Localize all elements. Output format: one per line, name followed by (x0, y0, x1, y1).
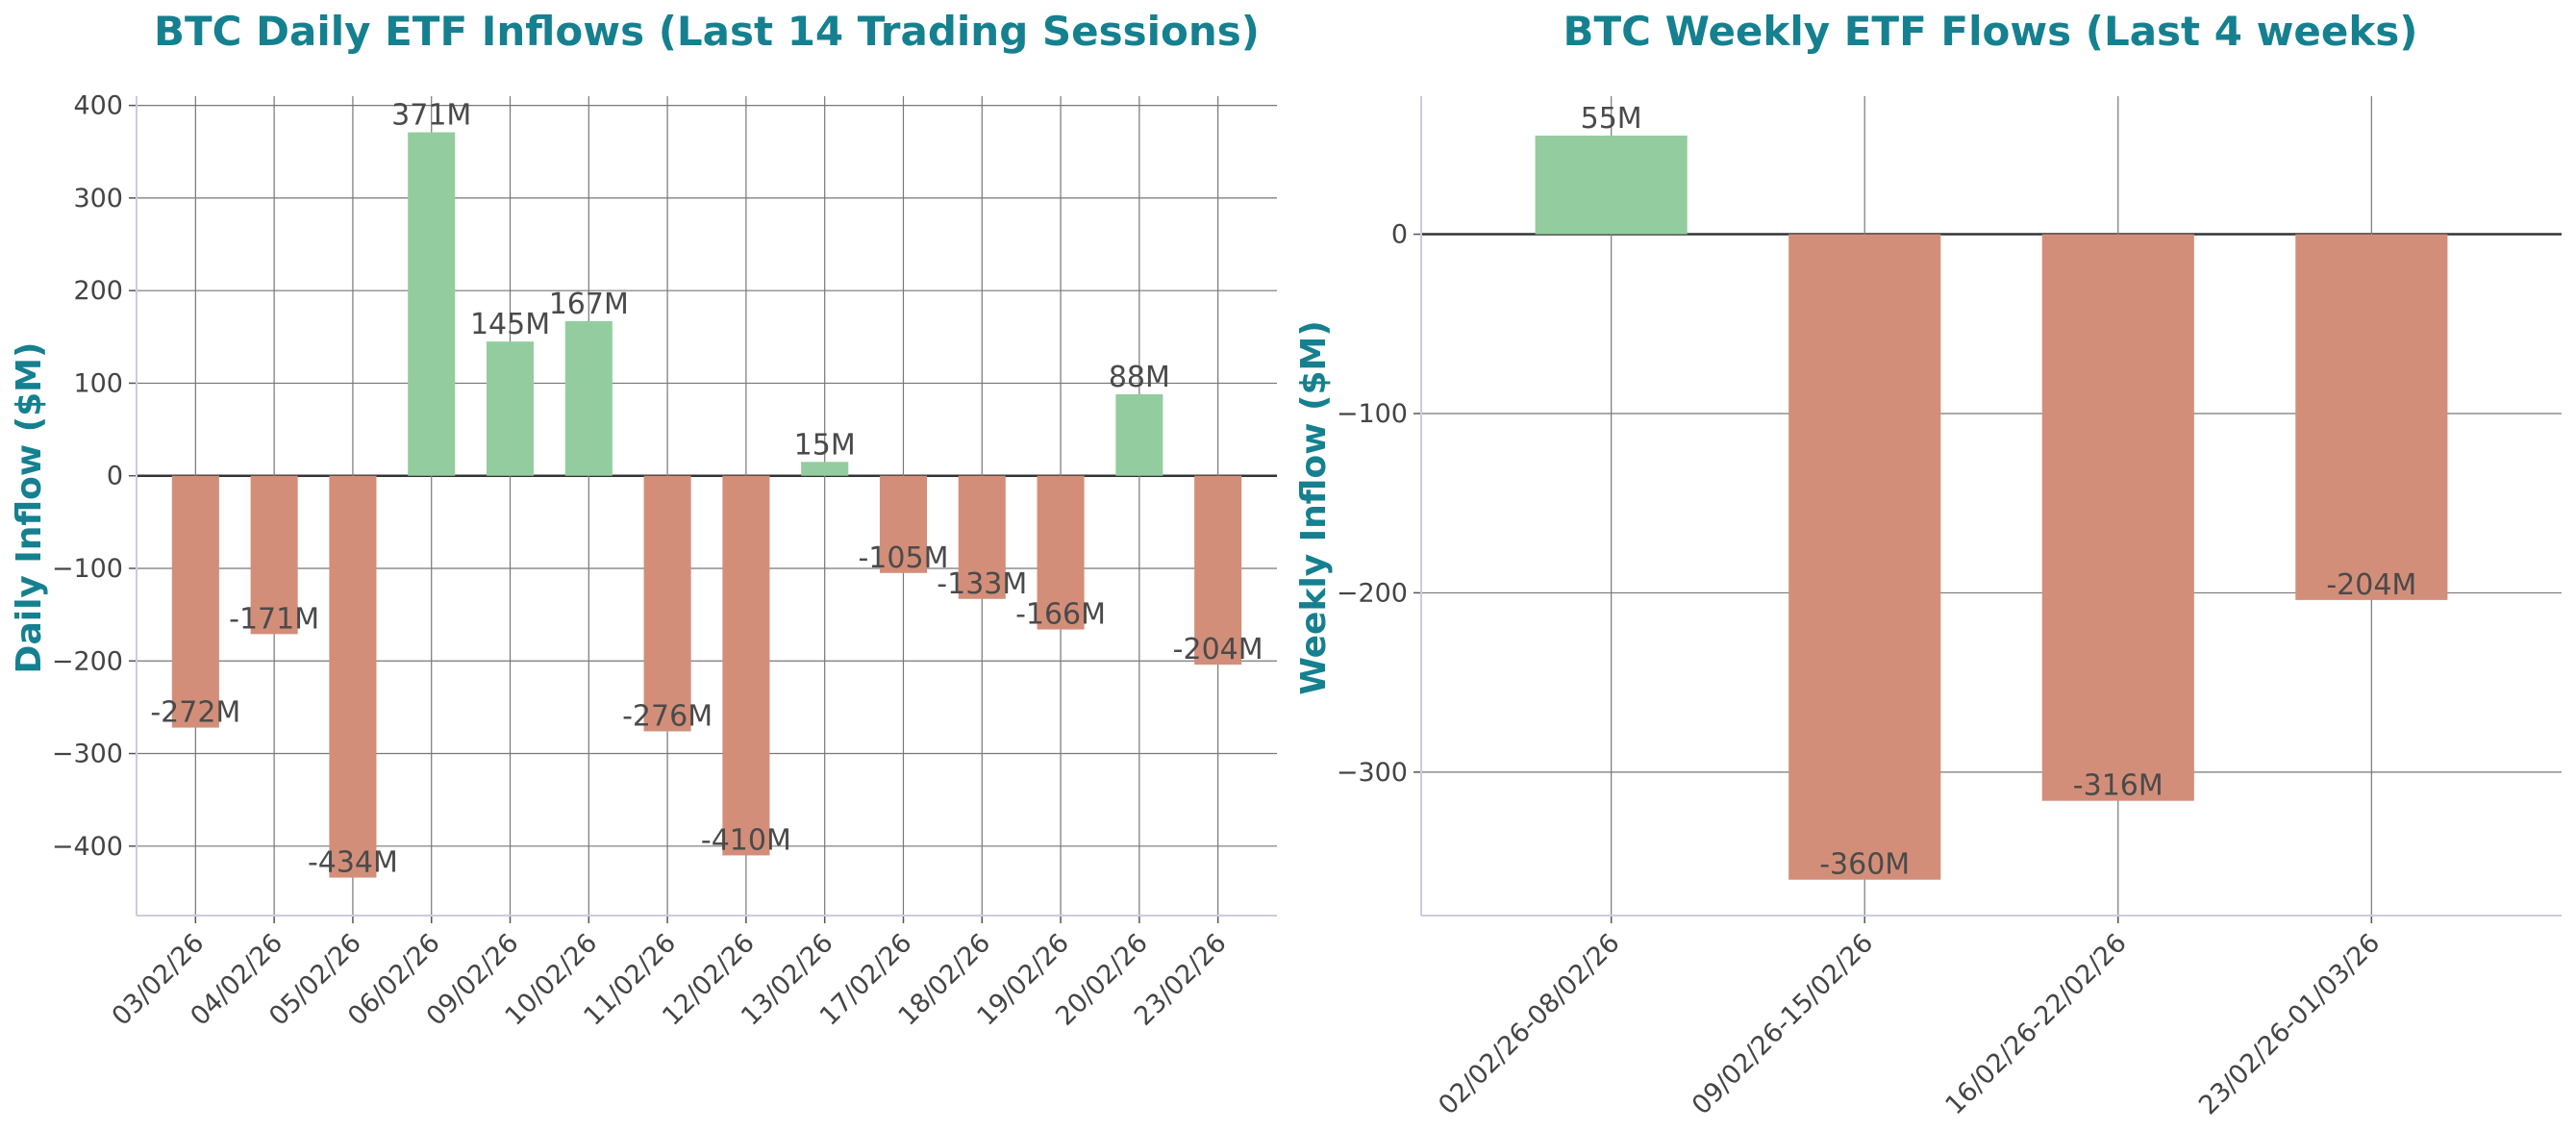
weekly-ytick-label: −300 (1337, 758, 1408, 788)
weekly-data-label: -360M (1819, 848, 1910, 882)
daily-ytick-label: 100 (73, 368, 123, 398)
daily-data-label: -410M (701, 823, 791, 857)
daily-bar-23/02/26 (1194, 475, 1242, 666)
daily-data-label: -105M (858, 541, 948, 575)
daily-data-label: 15M (794, 428, 856, 462)
weekly-ytick-label: −200 (1337, 578, 1408, 608)
daily-bar-12/02/26 (722, 475, 770, 856)
weekly-bar-16/02/26-22/02/26 (2041, 234, 2194, 801)
daily-data-label: 371M (391, 99, 471, 133)
daily-ytick-label: 400 (73, 91, 123, 121)
weekly-flows-chart: BTC Weekly ETF Flows (Last 4 weeks) Week… (1294, 8, 2562, 1120)
daily-ytick-label: −200 (52, 646, 123, 676)
daily-data-label: -166M (1015, 598, 1106, 632)
weekly-chart-ylabel: Weekly Inflow ($M) (1294, 320, 1334, 695)
daily-ytick-label: 0 (107, 462, 123, 491)
daily-ytick-label: 300 (73, 184, 123, 214)
daily-bar-11/02/26 (643, 475, 691, 732)
daily-data-label: 88M (1109, 361, 1170, 394)
weekly-data-label: -204M (2326, 568, 2416, 602)
daily-bar-03/02/26 (171, 475, 219, 728)
weekly-xtick-label: 02/02/26-08/02/26 (1433, 928, 1625, 1120)
weekly-bar-23/02/26-01/03/26 (2295, 234, 2448, 600)
daily-ytick-label: −400 (52, 832, 123, 862)
weekly-bar-02/02/26-08/02/26 (1535, 136, 1688, 235)
daily-bar-06/02/26 (408, 132, 456, 476)
daily-bar-20/02/26 (1115, 393, 1163, 476)
daily-data-label: -272M (150, 696, 240, 730)
daily-bar-04/02/26 (250, 475, 298, 635)
daily-bar-10/02/26 (564, 320, 613, 476)
daily-ytick-label: 200 (73, 276, 123, 306)
daily-data-label: -204M (1173, 633, 1263, 666)
daily-data-label: -171M (229, 602, 319, 636)
daily-data-label: -276M (622, 699, 713, 733)
daily-chart-ylabel: Daily Inflow ($M) (10, 342, 49, 674)
daily-data-label: 167M (549, 288, 629, 321)
daily-bar-18/02/26 (958, 475, 1006, 599)
weekly-data-label: 55M (1581, 102, 1642, 136)
daily-ytick-label: −100 (52, 554, 123, 584)
daily-data-label: -133M (937, 567, 1027, 601)
daily-bar-09/02/26 (486, 341, 535, 476)
daily-data-label: 145M (470, 308, 550, 341)
daily-bar-05/02/26 (329, 475, 377, 878)
daily-bar-17/02/26 (879, 475, 928, 573)
weekly-bar-09/02/26-15/02/26 (1788, 234, 1941, 880)
daily-ytick-label: −300 (52, 740, 123, 769)
weekly-ytick-label: 0 (1391, 220, 1408, 250)
weekly-ytick-label: −100 (1337, 399, 1408, 429)
weekly-chart-title: BTC Weekly ETF Flows (Last 4 weeks) (1563, 8, 2418, 55)
weekly-data-label: -316M (2073, 769, 2163, 803)
weekly-xtick-label: 23/02/26-01/03/26 (2193, 928, 2386, 1120)
daily-bar-19/02/26 (1037, 475, 1085, 630)
daily-data-label: -434M (308, 846, 398, 880)
daily-chart-title: BTC Daily ETF Inflows (Last 14 Trading S… (154, 8, 1260, 55)
daily-inflows-chart: BTC Daily ETF Inflows (Last 14 Trading S… (10, 8, 1277, 1032)
weekly-xtick-label: 09/02/26-15/02/26 (1687, 928, 1879, 1120)
daily-bar-13/02/26 (801, 462, 849, 476)
weekly-xtick-label: 16/02/26-22/02/26 (1939, 928, 2132, 1120)
